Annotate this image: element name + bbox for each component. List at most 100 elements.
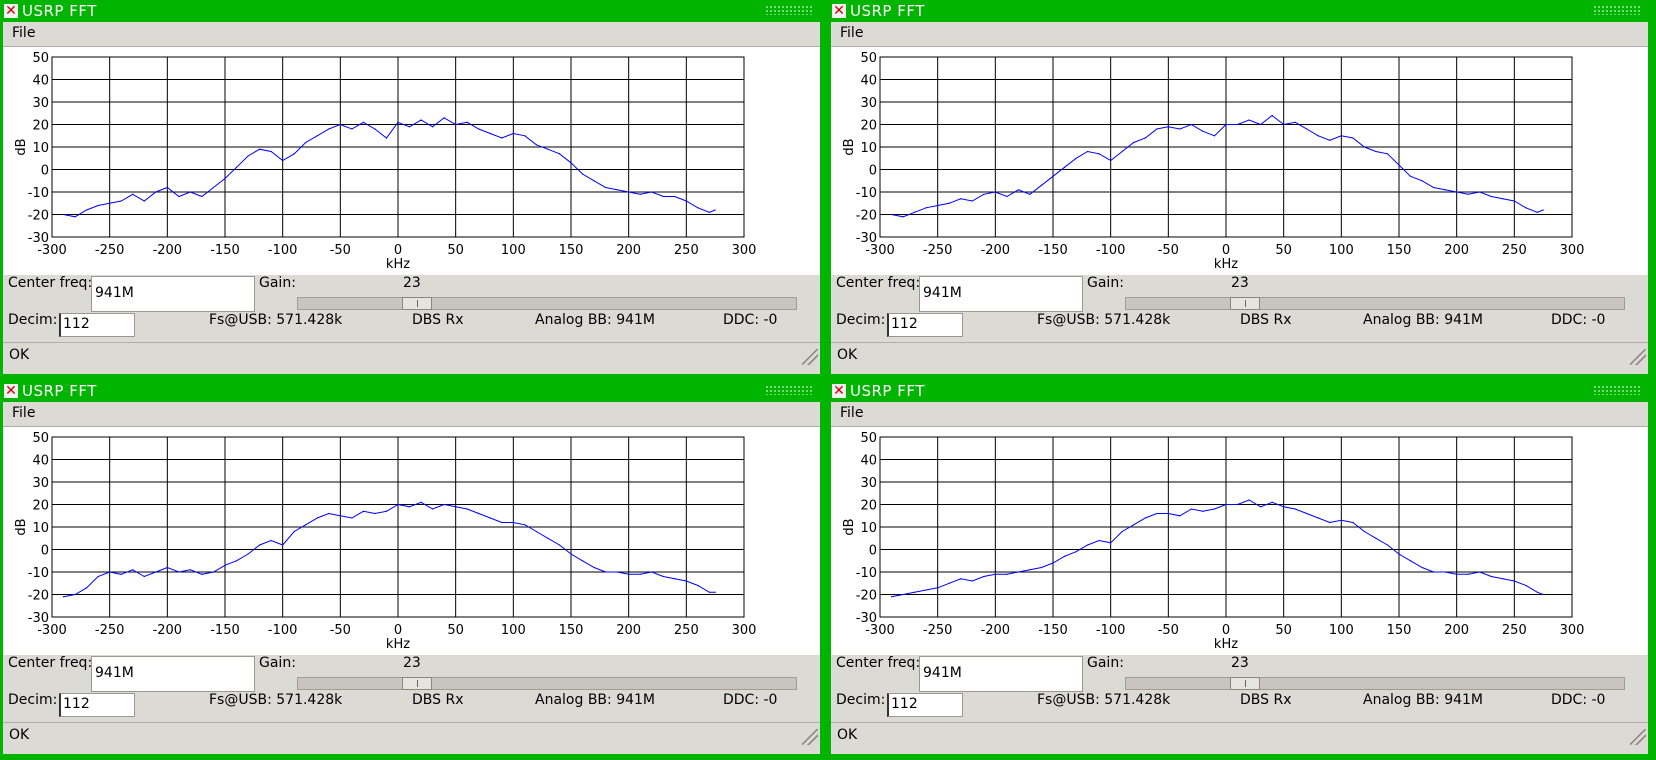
spectrum-point <box>189 191 191 193</box>
x-tick-label: 300 <box>1560 623 1585 638</box>
center-freq-input[interactable]: 941M <box>919 656 1083 692</box>
y-tick-label: -20 <box>28 209 49 224</box>
window-client: File -300 -250 -200 -150 -100 -50 0 50 100 150 200… <box>831 402 1648 754</box>
gain-slider-thumb[interactable] <box>402 677 432 690</box>
x-tick-label: 250 <box>1502 243 1527 258</box>
gain-slider[interactable] <box>1125 297 1625 310</box>
center-freq-label: Center freq: <box>836 655 921 671</box>
spectrum-point <box>1467 193 1469 195</box>
spectrum-point <box>570 162 572 164</box>
decim-input[interactable]: 112 <box>59 313 135 337</box>
x-tick-label: -300 <box>865 623 895 638</box>
y-tick-label: 40 <box>32 454 49 469</box>
menu-file[interactable]: File <box>12 25 36 41</box>
titlebar[interactable]: ✕ USRP FFT <box>828 380 1651 402</box>
center-freq-input[interactable]: 941M <box>91 656 255 692</box>
spectrum-point <box>1409 175 1412 177</box>
dbs-rx-text: DBS Rx <box>412 692 464 708</box>
titlebar-grip <box>765 5 813 15</box>
statusbar: OK <box>831 342 1648 367</box>
spectrum-point <box>1167 512 1169 515</box>
spectrum-point <box>178 571 180 573</box>
spectrum-point <box>166 186 168 189</box>
y-tick-label: 10 <box>32 141 49 156</box>
spectrum-point <box>925 589 927 591</box>
spectrum-point <box>983 575 985 578</box>
spectrum-point <box>1121 150 1123 153</box>
spectrum-point <box>1536 591 1538 593</box>
spectrum-point <box>1133 524 1135 526</box>
spectrum-point <box>1363 146 1365 148</box>
spectrum-point <box>708 591 711 593</box>
window-title: USRP FFT <box>22 382 97 400</box>
menu-file[interactable]: File <box>12 405 36 421</box>
spectrum-point <box>902 216 904 218</box>
spectrum-point <box>535 530 538 533</box>
decim-input[interactable]: 112 <box>887 693 963 717</box>
statusbar: OK <box>3 722 820 747</box>
spectrum-point <box>489 132 491 135</box>
titlebar[interactable]: ✕ USRP FFT <box>0 380 823 402</box>
spectrum-point <box>74 593 76 596</box>
gain-slider[interactable] <box>297 297 797 310</box>
spectrum-point <box>339 123 341 126</box>
gain-slider-thumb[interactable] <box>1230 297 1260 310</box>
spectrum-point <box>316 135 318 137</box>
x-tick-label: -200 <box>981 243 1011 258</box>
decim-input[interactable]: 112 <box>59 693 135 717</box>
spectrum-point <box>937 204 939 207</box>
close-icon[interactable]: ✕ <box>4 3 18 19</box>
spectrum-point <box>155 571 157 573</box>
close-icon[interactable]: ✕ <box>832 383 846 399</box>
spectrum-point <box>247 553 249 555</box>
titlebar[interactable]: ✕ USRP FFT <box>828 0 1651 22</box>
gain-slider-thumb[interactable] <box>1230 677 1260 690</box>
spectrum-point <box>512 132 514 135</box>
titlebar[interactable]: ✕ USRP FFT <box>0 0 823 22</box>
y-tick-label: 40 <box>860 74 877 89</box>
spectrum-point <box>385 137 388 139</box>
menu-file[interactable]: File <box>840 25 864 41</box>
spectrum-point <box>212 186 215 189</box>
spectrum-point <box>651 191 653 193</box>
spectrum-point <box>937 587 939 589</box>
close-icon[interactable]: ✕ <box>832 3 846 19</box>
spectrum-point <box>1525 584 1527 587</box>
gain-value: 23 <box>403 655 421 671</box>
decim-input[interactable]: 112 <box>887 313 963 337</box>
spectrum-point <box>593 180 595 182</box>
menubar: File <box>831 402 1648 427</box>
gain-slider[interactable] <box>297 677 797 690</box>
ddc-text: DDC: -0 <box>1551 312 1606 328</box>
dbs-rx-text: DBS Rx <box>1240 692 1292 708</box>
dbs-rx-text: DBS Rx <box>1240 312 1292 328</box>
spectrum-point <box>155 191 157 193</box>
center-freq-label: Center freq: <box>8 655 93 671</box>
resize-grip-icon[interactable] <box>802 729 818 745</box>
y-tick-label: -10 <box>28 566 49 581</box>
spectrum-point <box>1029 569 1031 571</box>
x-tick-label: -150 <box>210 243 240 258</box>
spectrum-point <box>1479 571 1481 573</box>
close-icon[interactable]: ✕ <box>4 383 18 399</box>
x-axis-label: kHz <box>1214 257 1238 272</box>
titlebar-grip <box>765 385 813 395</box>
menu-file[interactable]: File <box>840 405 864 421</box>
resize-grip-icon[interactable] <box>1630 729 1646 745</box>
gain-slider-thumb[interactable] <box>402 297 432 310</box>
x-axis-label: kHz <box>386 637 410 652</box>
resize-grip-icon[interactable] <box>802 349 818 365</box>
spectrum-point <box>960 198 962 200</box>
spectrum-point <box>408 506 411 508</box>
x-tick-label: 0 <box>1222 243 1230 258</box>
control-panel: Center freq: 941M Gain: 23 Decim: 112 Fs… <box>831 655 1648 754</box>
spectrum-point <box>1398 164 1400 166</box>
spectrum-point <box>524 135 526 137</box>
resize-grip-icon[interactable] <box>1630 349 1646 365</box>
center-freq-input[interactable]: 941M <box>91 276 255 312</box>
spectrum-point <box>1490 195 1492 198</box>
spectrum-point <box>143 575 145 578</box>
y-tick-label: 20 <box>860 119 877 134</box>
center-freq-input[interactable]: 941M <box>919 276 1083 312</box>
gain-slider[interactable] <box>1125 677 1625 690</box>
